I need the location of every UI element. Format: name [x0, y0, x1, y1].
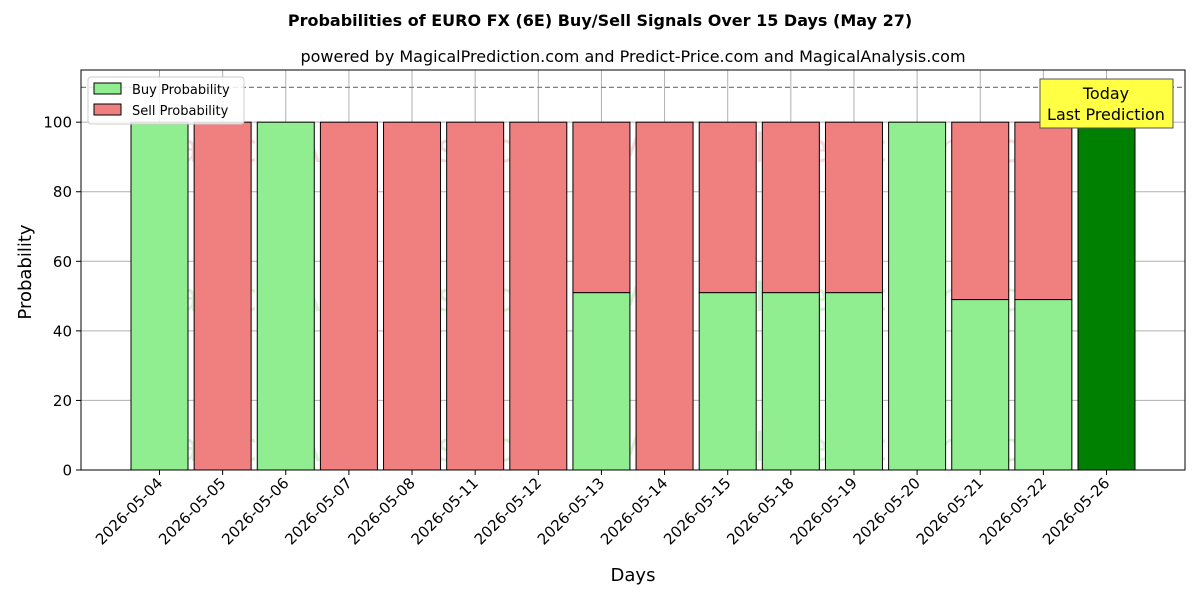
bar-sell — [635, 121, 694, 471]
bar-sell — [446, 121, 505, 471]
bar-buy — [951, 299, 1010, 471]
bar-sell — [509, 121, 568, 471]
x-tick-label: 2026-05-04 — [92, 474, 166, 548]
bar-sell — [1014, 121, 1073, 301]
bar-sell — [193, 121, 252, 471]
legend-label-sell: Sell Probability — [132, 104, 229, 119]
bar-sell — [951, 121, 1010, 301]
x-tick-label: 2026-05-13 — [534, 474, 608, 548]
y-tick-label: 60 — [53, 253, 72, 271]
x-tick-label: 2026-05-08 — [344, 474, 418, 548]
today-box — [1039, 78, 1174, 129]
x-tick-label: 2026-05-07 — [281, 474, 355, 548]
bar-buy — [256, 121, 315, 471]
legend-box — [87, 76, 245, 125]
x-tick-label: 2026-05-11 — [408, 474, 482, 548]
bar-sell — [761, 121, 820, 294]
x-axis-label: Days — [611, 565, 656, 586]
bar-buy — [824, 292, 883, 471]
bar-sell — [824, 121, 883, 294]
x-tick-label: 2026-05-22 — [976, 474, 1050, 548]
x-tick-label: 2026-05-26 — [1039, 474, 1113, 548]
legend-label-buy: Buy Probability — [132, 83, 230, 98]
legend-swatch-sell — [93, 103, 122, 116]
x-tick-label: 2026-05-12 — [471, 474, 545, 548]
y-axis-label: Probability — [15, 224, 36, 319]
bar-buy — [130, 121, 189, 471]
chart-title: Probabilities of EURO FX (6E) Buy/Sell S… — [288, 11, 912, 30]
x-axis-ticks: 2026-05-042026-05-052026-05-062026-05-07… — [92, 470, 1113, 548]
bar-buy — [698, 292, 757, 471]
y-tick-label: 0 — [62, 462, 72, 480]
x-tick-label: 2026-05-05 — [155, 474, 229, 548]
legend-swatch-buy — [93, 82, 122, 95]
bar-buy — [761, 292, 820, 471]
x-tick-label: 2026-05-21 — [913, 474, 987, 548]
bar-sell — [383, 121, 442, 471]
bar-buy — [888, 121, 947, 471]
bar-sell — [319, 121, 378, 471]
plot-frame — [80, 69, 1186, 471]
today-annotation: Today Last Prediction — [1039, 78, 1174, 129]
x-tick-label: 2026-05-14 — [597, 474, 671, 548]
bar-buy — [1014, 299, 1073, 471]
y-tick-label: 100 — [43, 114, 72, 132]
bar-buy — [1077, 121, 1136, 471]
bar-sell — [572, 121, 631, 294]
bar-buy — [572, 292, 631, 471]
y-tick-label: 40 — [53, 322, 72, 340]
chart-subtitle: powered by MagicalPrediction.com and Pre… — [300, 47, 965, 66]
x-tick-label: 2026-05-06 — [218, 474, 292, 548]
y-tick-label: 20 — [53, 392, 72, 410]
last-prediction-label: Last Prediction — [1047, 105, 1165, 124]
bars — [130, 121, 1136, 471]
x-tick-label: 2026-05-15 — [660, 474, 734, 548]
bar-sell — [698, 121, 757, 294]
x-tick-label: 2026-05-20 — [850, 474, 924, 548]
x-tick-label: 2026-05-18 — [723, 474, 797, 548]
legend: Buy Probability Sell Probability — [87, 76, 245, 125]
y-tick-label: 80 — [53, 183, 72, 201]
y-axis-ticks: 0 20 40 60 80 100 — [43, 114, 81, 480]
today-label: Today — [1082, 84, 1129, 103]
x-tick-label: 2026-05-19 — [786, 474, 860, 548]
